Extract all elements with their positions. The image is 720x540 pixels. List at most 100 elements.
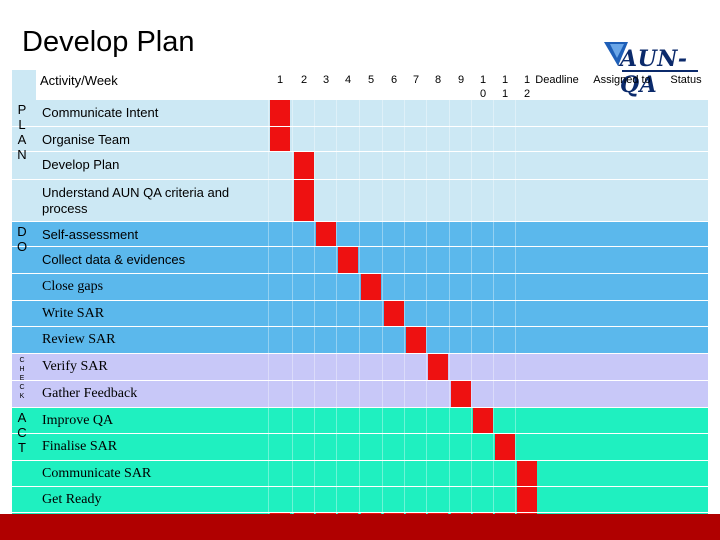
grid-line bbox=[449, 180, 450, 221]
grid-line bbox=[382, 487, 383, 512]
gantt-bar bbox=[294, 180, 314, 221]
grid-line bbox=[426, 354, 427, 380]
grid-line bbox=[426, 461, 427, 486]
grid-line bbox=[382, 180, 383, 221]
activity-label: Understand AUN QA criteria and process bbox=[42, 185, 230, 216]
grid-line bbox=[292, 381, 293, 407]
grid-line bbox=[359, 127, 360, 151]
header-status: Status bbox=[670, 74, 702, 86]
header-activity: Activity/Week bbox=[40, 73, 118, 88]
activity-label: Improve QA bbox=[42, 413, 114, 428]
grid-line bbox=[449, 222, 450, 246]
grid-line bbox=[382, 127, 383, 151]
table-row bbox=[12, 381, 708, 407]
grid-line bbox=[314, 301, 315, 326]
header-week-11: 1 1 bbox=[501, 74, 509, 100]
grid-line bbox=[449, 434, 450, 460]
logo-underline bbox=[622, 70, 698, 72]
grid-line bbox=[336, 301, 337, 326]
grid-line bbox=[314, 381, 315, 407]
grid-line bbox=[449, 100, 450, 126]
header-week-12: 1 2 bbox=[523, 74, 531, 100]
activity-label: Review SAR bbox=[42, 332, 116, 347]
grid-line bbox=[268, 100, 269, 126]
activity-label: Write SAR bbox=[42, 306, 105, 321]
grid-line bbox=[359, 180, 360, 221]
grid-line bbox=[292, 180, 293, 221]
grid-line bbox=[359, 408, 360, 433]
activity-label: Develop Plan bbox=[42, 157, 120, 172]
grid-line bbox=[426, 301, 427, 326]
grid-line bbox=[336, 127, 337, 151]
table-row bbox=[12, 222, 708, 246]
phase-label-2: C H E C K bbox=[19, 357, 25, 400]
activity-label: Finalise SAR bbox=[42, 439, 118, 454]
grid-line bbox=[404, 274, 405, 300]
grid-line bbox=[426, 247, 427, 273]
grid-line bbox=[292, 487, 293, 512]
gantt-bar bbox=[338, 247, 358, 273]
phase-label-3: A C T bbox=[17, 410, 27, 455]
grid-line bbox=[426, 327, 427, 353]
grid-line bbox=[493, 487, 494, 512]
grid-line bbox=[515, 301, 516, 326]
header-week-8: 8 bbox=[434, 74, 442, 86]
header-assigned: Assigned to bbox=[593, 74, 651, 86]
grid-line bbox=[292, 152, 293, 179]
grid-line bbox=[268, 127, 269, 151]
table-row bbox=[12, 152, 708, 179]
grid-line bbox=[404, 180, 405, 221]
grid-line bbox=[314, 461, 315, 486]
header-week-10: 1 0 bbox=[479, 74, 487, 100]
grid-line bbox=[471, 434, 472, 460]
grid-line bbox=[314, 274, 315, 300]
grid-line bbox=[426, 434, 427, 460]
grid-line bbox=[426, 100, 427, 126]
grid-line bbox=[382, 408, 383, 433]
header-week-5: 5 bbox=[367, 74, 375, 86]
gantt-bar bbox=[316, 222, 336, 246]
phase-label-0: P L A N bbox=[17, 102, 27, 162]
gantt-bar bbox=[270, 100, 290, 126]
header-week-3: 3 bbox=[322, 74, 330, 86]
grid-line bbox=[404, 327, 405, 353]
grid-line bbox=[314, 100, 315, 126]
grid-line bbox=[426, 152, 427, 179]
grid-line bbox=[426, 408, 427, 433]
table-row bbox=[12, 127, 708, 151]
grid-line bbox=[382, 381, 383, 407]
grid-line bbox=[449, 461, 450, 486]
grid-line bbox=[314, 247, 315, 273]
grid-line bbox=[515, 461, 516, 486]
grid-line bbox=[404, 247, 405, 273]
grid-line bbox=[471, 354, 472, 380]
table-row bbox=[12, 301, 708, 326]
grid-line bbox=[314, 180, 315, 221]
grid-line bbox=[336, 100, 337, 126]
grid-line bbox=[493, 327, 494, 353]
grid-line bbox=[268, 327, 269, 353]
grid-line bbox=[268, 301, 269, 326]
grid-line bbox=[359, 461, 360, 486]
gantt-bar bbox=[473, 408, 493, 433]
grid-line bbox=[336, 274, 337, 300]
grid-line bbox=[382, 434, 383, 460]
grid-line bbox=[359, 274, 360, 300]
grid-line bbox=[268, 247, 269, 273]
grid-line bbox=[449, 301, 450, 326]
grid-line bbox=[268, 180, 269, 221]
header-week-4: 4 bbox=[344, 74, 352, 86]
grid-line bbox=[336, 180, 337, 221]
grid-line bbox=[268, 461, 269, 486]
grid-line bbox=[292, 247, 293, 273]
grid-line bbox=[336, 461, 337, 486]
grid-line bbox=[426, 127, 427, 151]
grid-line bbox=[382, 301, 383, 326]
grid-line bbox=[336, 327, 337, 353]
grid-line bbox=[314, 354, 315, 380]
grid-line bbox=[268, 434, 269, 460]
activity-label: Organise Team bbox=[42, 132, 130, 147]
gantt-bar bbox=[495, 434, 515, 460]
grid-line bbox=[268, 354, 269, 380]
grid-line bbox=[336, 434, 337, 460]
